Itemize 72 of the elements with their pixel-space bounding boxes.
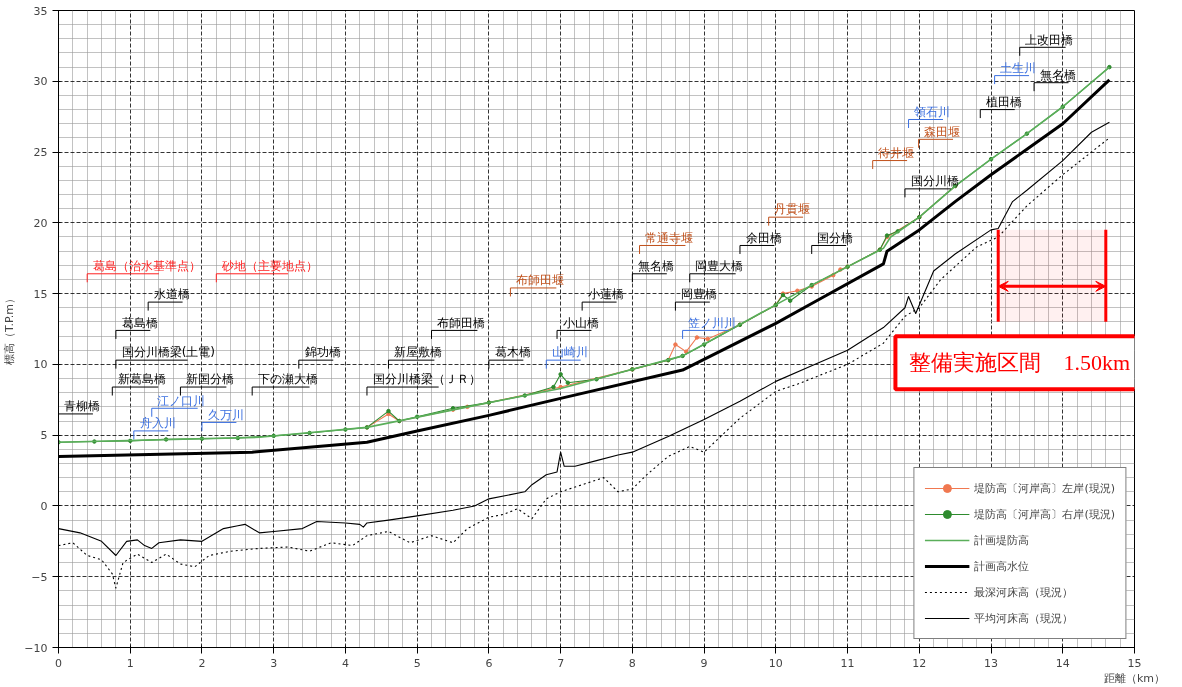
legend-label: 計画高水位 (974, 558, 1030, 574)
x-axis-title: 距離（km） (1103, 671, 1166, 685)
y-tick-label: −10 (24, 641, 48, 655)
annotation: 余田橋 (745, 230, 782, 245)
annotation: 常通寺堰 (645, 230, 694, 245)
annotation: 無名橋 (638, 259, 675, 274)
x-tick-label: 7 (557, 656, 565, 670)
y-tick-label: 15 (33, 287, 48, 301)
annotation: 砂地（主要地点） (221, 259, 319, 274)
annotation: 葛木橋 (494, 345, 531, 360)
annotation: 植田橋 (986, 94, 1023, 109)
x-tick-label: 5 (413, 656, 421, 670)
annotation: 青柳橋 (64, 399, 101, 414)
annotation: 小蓮橋 (587, 287, 624, 302)
annotation: 布師田堰 (516, 273, 565, 288)
y-tick-label: 10 (33, 358, 48, 372)
x-tick-label: 9 (700, 656, 708, 670)
annotation: 新屋敷橋 (394, 345, 443, 360)
annotation: 待井堰 (878, 145, 915, 160)
legend-label: 最深河床高（現況） (974, 584, 1074, 600)
annotation: 久万川 (207, 407, 244, 422)
annotation: 下の瀬大橋 (257, 372, 318, 387)
annotation: 舟入川 (139, 416, 176, 431)
x-tick-label: 10 (768, 656, 783, 670)
x-tick-label: 8 (628, 656, 636, 670)
annotation: 葛島（治水基準点） (92, 259, 201, 274)
annotation: 上改田橋 (1025, 32, 1074, 47)
annotation: 小山橋 (562, 315, 599, 330)
y-tick-label: 35 (33, 4, 48, 18)
y-tick-label: 30 (33, 75, 48, 89)
x-tick-label: 4 (341, 656, 349, 670)
annotation: 国分川橋梁（ＪＲ） (372, 372, 481, 387)
y-tick-label: −5 (31, 570, 48, 584)
x-tick-label: 15 (1127, 656, 1142, 670)
x-tick-label: 12 (912, 656, 927, 670)
annotation: 岡豊大橋 (695, 259, 744, 274)
x-tick-label: 11 (840, 656, 855, 670)
x-tick-label: 6 (485, 656, 493, 670)
y-axis-title: 標高（T.P.m） (3, 292, 17, 366)
y-tick-label: 25 (33, 146, 48, 160)
annotation: 水道橋 (153, 287, 190, 302)
annotation: 山崎川 (552, 345, 589, 360)
annotation: 布師田橋 (437, 315, 486, 330)
annotation: 国分川橋 (910, 174, 959, 189)
annotation: 森田堰 (924, 124, 961, 139)
annotation: 葛島橋 (121, 315, 158, 330)
annotation: 新国分橋 (186, 372, 235, 387)
annotation: 岡豊橋 (681, 287, 718, 302)
band-label: 整備実施区間 1.50km (909, 350, 1131, 376)
x-tick-label: 14 (1055, 656, 1070, 670)
legend-label: 平均河床高（現況） (974, 610, 1074, 626)
annotation: 国分橋 (817, 230, 854, 245)
annotation: 無名橋 (1039, 67, 1076, 82)
y-tick-label: 0 (40, 499, 48, 513)
annotation: 新葛島橋 (118, 372, 167, 387)
legend-label: 計画堤防高 (974, 532, 1030, 548)
annotation: 錦功橋 (304, 345, 341, 360)
x-tick-label: 2 (198, 656, 206, 670)
annotation: 土生川 (1000, 60, 1037, 75)
x-tick-label: 3 (270, 656, 278, 670)
annotation: 領石川 (914, 104, 951, 119)
x-tick-label: 0 (55, 656, 62, 670)
annotation: 江ノ口川 (157, 393, 206, 408)
annotation: 丹貫堰 (774, 202, 811, 217)
y-tick-label: 5 (40, 429, 48, 443)
legend-label: 堤防高〔河岸高〕右岸(現況) (974, 506, 1115, 522)
x-tick-label: 1 (126, 656, 134, 670)
x-tick-label: 13 (984, 656, 999, 670)
annotation: 笠ノ川川 (688, 315, 737, 330)
y-tick-label: 20 (33, 216, 48, 230)
annotation: 国分川橋梁(土電) (121, 345, 215, 360)
legend-label: 堤防高〔河岸高〕左岸(現況) (974, 480, 1115, 496)
